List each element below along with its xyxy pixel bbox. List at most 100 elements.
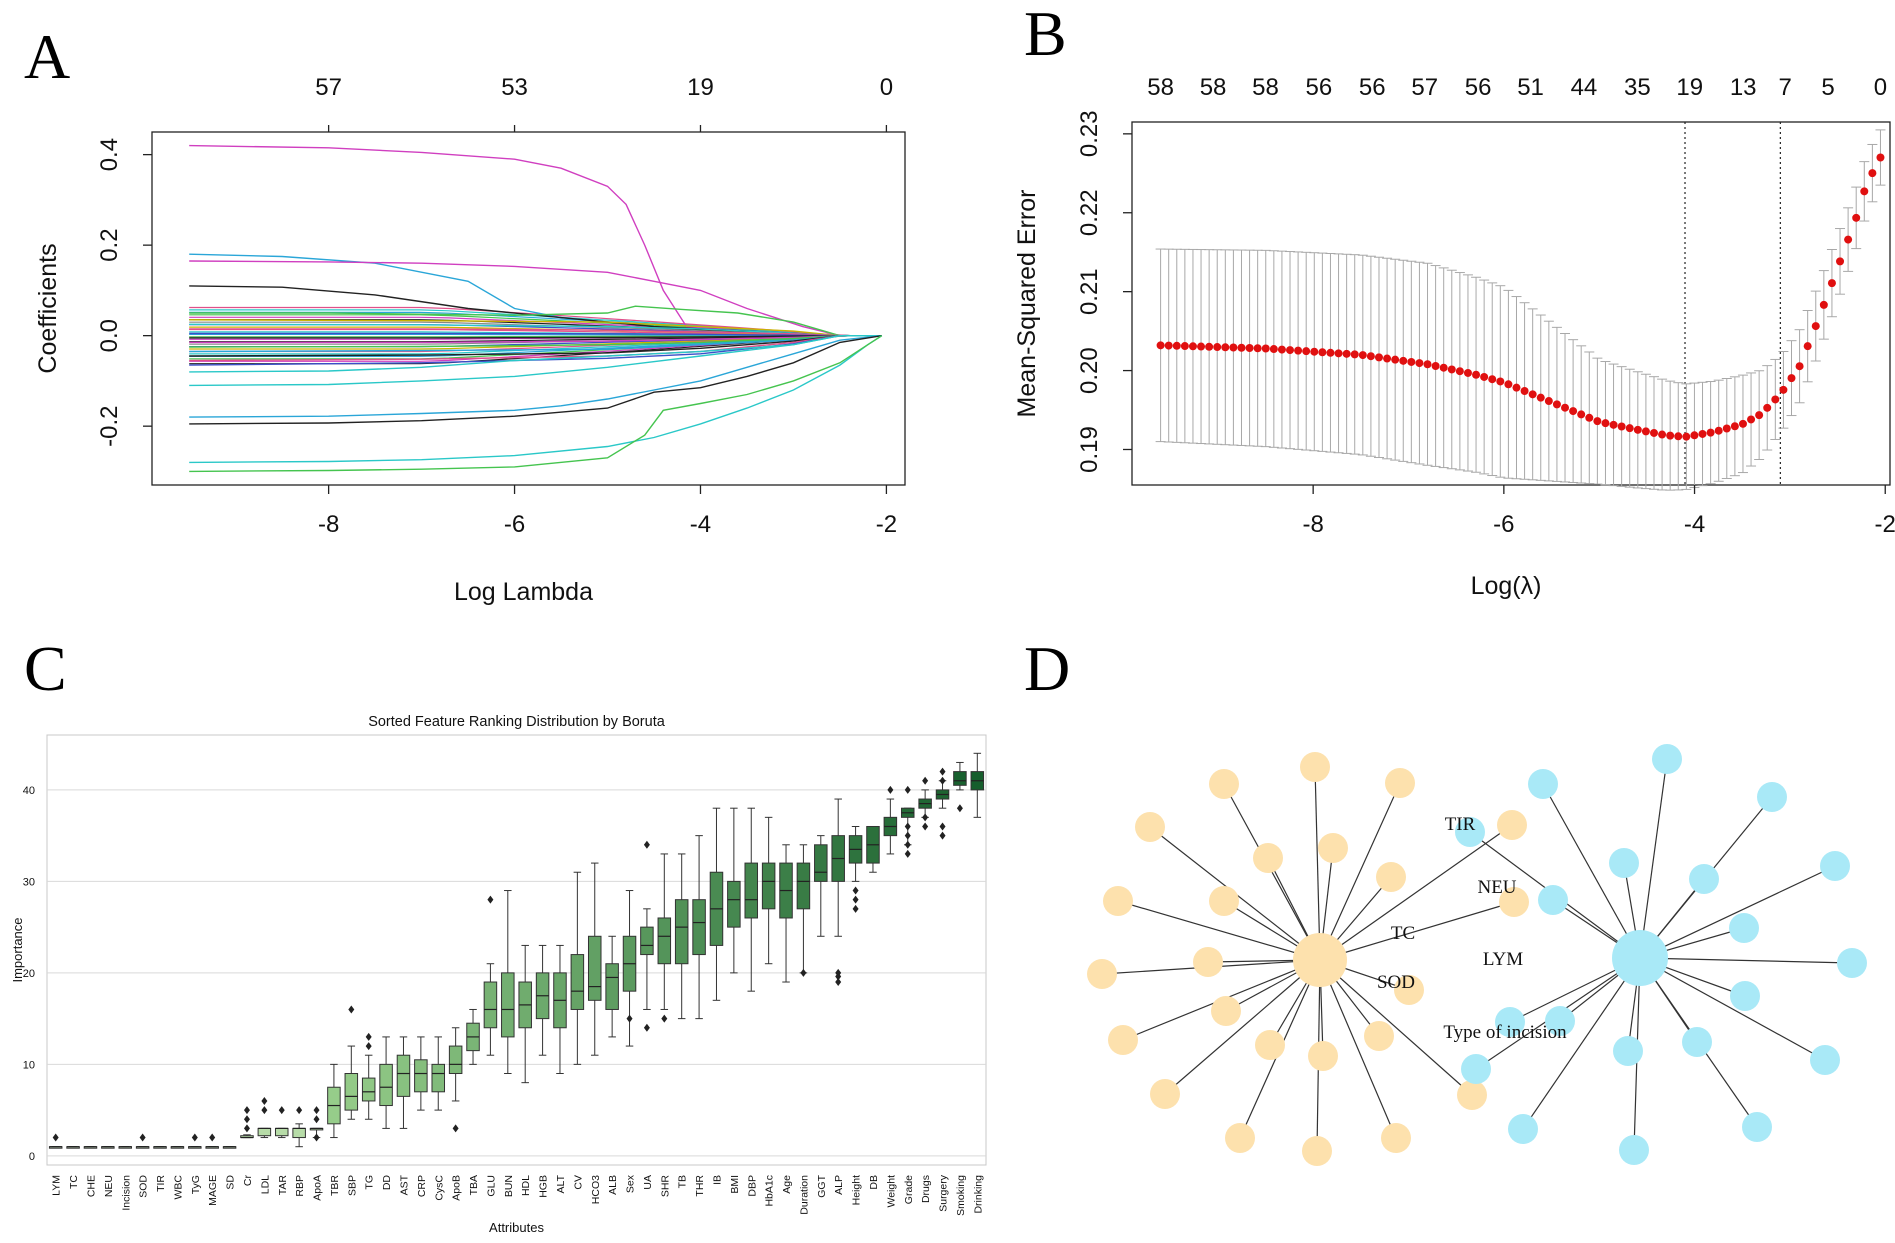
mse-point — [1827, 279, 1836, 288]
x-tick-label: Cr — [242, 1175, 254, 1187]
top-tick-label: 51 — [1517, 74, 1544, 101]
mse-point — [1245, 344, 1254, 353]
coef-path-c5 — [189, 305, 882, 337]
x-tick-label: GLU — [485, 1175, 497, 1197]
node-left — [1381, 1123, 1411, 1153]
mse-point — [1747, 415, 1756, 424]
panel-letter-d: D — [1024, 633, 1070, 704]
x-tick-label: SHR — [659, 1175, 671, 1198]
outlier-point — [800, 968, 807, 977]
outlier-point — [365, 1032, 372, 1041]
outlier-point — [939, 831, 946, 840]
coef-path-c3 — [189, 260, 882, 337]
panel-c-boruta-boxplot: 0 10 20 30 40 LYM TC CHE NEU Incision SOD TIR WBC TyG… — [10, 714, 987, 1235]
mse-point — [1601, 419, 1610, 428]
y-tick-label: 0.4 — [96, 138, 123, 171]
mse-point — [1334, 349, 1343, 358]
outlier-point — [313, 1115, 320, 1124]
mse-point — [1674, 432, 1683, 441]
mse-point — [1876, 153, 1885, 162]
node-left — [1385, 768, 1415, 798]
outlier-point — [278, 1106, 285, 1115]
coefficient-paths — [189, 144, 883, 473]
top-tick-label: 57 — [315, 74, 342, 101]
node-right — [1613, 1036, 1643, 1066]
node-right — [1538, 885, 1568, 915]
box-GLU — [483, 981, 498, 1029]
x-tick-label: Drinking — [972, 1175, 984, 1214]
outlier-point — [956, 804, 963, 813]
mse-point — [1658, 430, 1667, 439]
outlier-point — [626, 1014, 633, 1023]
node-left — [1499, 887, 1529, 917]
mse-point — [1698, 429, 1707, 438]
node-right — [1689, 864, 1719, 894]
y-axis-label: Importance — [10, 917, 25, 982]
x-tick-label: Grade — [903, 1175, 915, 1204]
y-tick-label: 10 — [23, 1059, 35, 1071]
y-tick-label: 0.19 — [1076, 426, 1103, 473]
mse-point — [1213, 343, 1222, 352]
x-tick-label: TIR — [155, 1175, 167, 1192]
y-tick-label: 0.20 — [1076, 347, 1103, 394]
mse-point — [1269, 345, 1278, 354]
x-tick-label: Surgery — [938, 1174, 950, 1212]
top-tick-label: 57 — [1411, 74, 1438, 101]
plot-frame — [151, 131, 906, 486]
mse-point — [1188, 342, 1197, 351]
x-tick-label: IB — [711, 1175, 723, 1185]
box-HbA1c — [761, 862, 776, 910]
outlier-point — [661, 1014, 668, 1023]
mse-point — [1730, 422, 1739, 431]
mse-point — [1585, 413, 1594, 422]
box-ApoB — [448, 1045, 463, 1075]
node-left — [1108, 1025, 1138, 1055]
x-tick-label: Height — [851, 1175, 863, 1205]
x-tick-label: HGB — [538, 1175, 550, 1198]
y-tick-label: 0 — [29, 1151, 35, 1163]
outlier-point — [922, 776, 929, 785]
mse-point — [1544, 397, 1553, 406]
panel-letter-a: A — [24, 21, 70, 92]
outlier-point — [313, 1106, 320, 1115]
x-tick-label: SOD — [138, 1175, 150, 1198]
top-tick-label: 7 — [1778, 74, 1791, 101]
mse-point — [1779, 385, 1788, 394]
x-tick-label: TBA — [468, 1175, 480, 1195]
x-tick-label: Smoking — [955, 1175, 967, 1216]
node-right — [1757, 782, 1787, 812]
node-right — [1495, 1007, 1525, 1037]
node-right — [1652, 744, 1682, 774]
node-left — [1364, 1021, 1394, 1051]
mse-point — [1690, 431, 1699, 440]
mse-point — [1172, 341, 1181, 350]
edge — [1639, 865, 1836, 959]
x-tick-label: CysC — [433, 1175, 445, 1201]
x-tick-label: TyG — [190, 1175, 202, 1194]
shared-node-label: TC — [1391, 923, 1415, 944]
mse-point — [1286, 346, 1295, 355]
node-left — [1394, 975, 1424, 1005]
mse-point — [1237, 343, 1246, 352]
box-LDL — [257, 1127, 272, 1137]
top-tick-label: 19 — [1676, 74, 1703, 101]
mse-point — [1302, 347, 1311, 356]
x-axis-label: Log(λ) — [1471, 572, 1542, 600]
box-TG — [361, 1077, 376, 1102]
mse-point — [1860, 187, 1869, 196]
top-tick-label: 56 — [1359, 74, 1386, 101]
outlier-point — [52, 1133, 59, 1142]
mse-point — [1609, 420, 1618, 429]
node-right — [1619, 1135, 1649, 1165]
outlier-point — [939, 822, 946, 831]
shared-node-label: NEU — [1477, 877, 1516, 898]
hub-left — [1293, 933, 1347, 987]
outlier-point — [313, 1133, 320, 1142]
mse-point — [1455, 367, 1464, 376]
mse-point — [1480, 372, 1489, 381]
node-left — [1087, 959, 1117, 989]
mse-point — [1156, 341, 1165, 350]
node-left — [1209, 769, 1239, 799]
node-left — [1255, 1030, 1285, 1060]
